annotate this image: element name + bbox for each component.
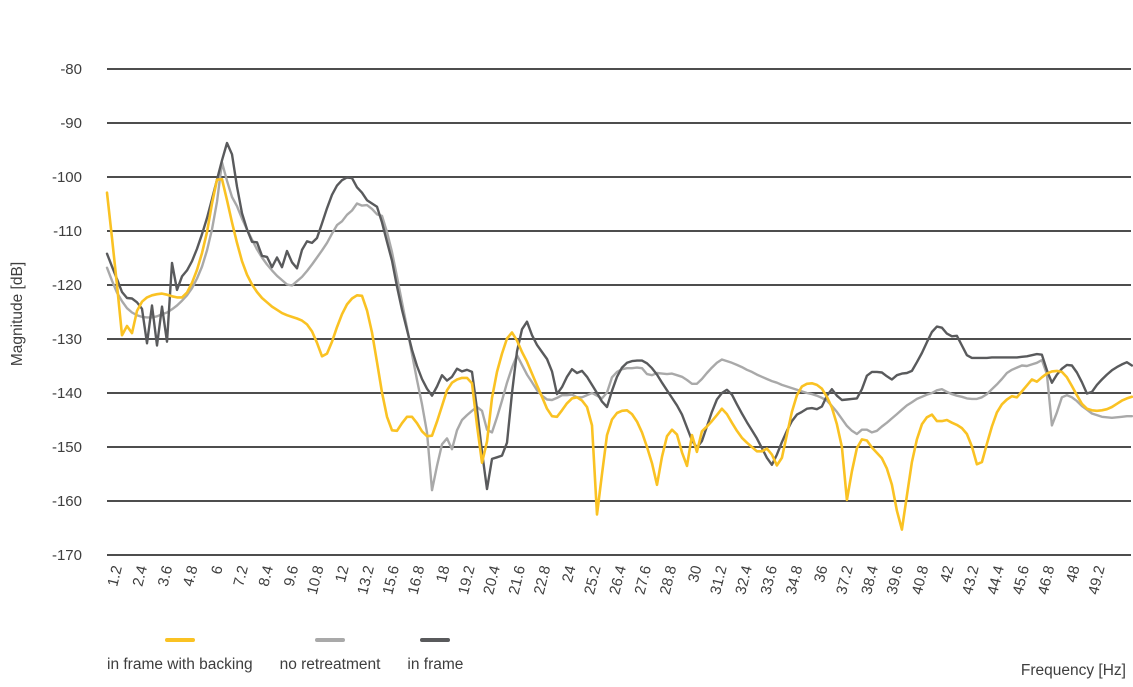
x-tick-label: 45.6 xyxy=(1010,564,1034,596)
x-tick-label: 24 xyxy=(559,564,580,584)
x-tick-label: 3.6 xyxy=(155,564,177,588)
x-tick-label: 6 xyxy=(208,564,227,576)
y-tick-label: -150 xyxy=(52,439,82,456)
x-tick-label: 38.4 xyxy=(858,564,882,596)
legend-swatch-icon xyxy=(420,638,451,642)
x-tick-label: 26.4 xyxy=(606,564,630,596)
x-tick-label: 37.2 xyxy=(833,564,857,596)
x-tick-label: 40.8 xyxy=(909,564,933,596)
x-tick-label: 27.6 xyxy=(632,564,656,596)
x-tick-label: 15.6 xyxy=(380,564,404,596)
legend-label: in frame xyxy=(407,656,464,673)
x-tick-label: 48 xyxy=(1063,564,1084,584)
x-tick-label: 19.2 xyxy=(455,564,479,596)
y-tick-label: -140 xyxy=(52,385,82,402)
x-tick-label: 13.2 xyxy=(354,564,378,596)
x-tick-label: 1.2 xyxy=(104,564,126,588)
y-tick-label: -100 xyxy=(52,169,82,186)
x-tick-label: 2.4 xyxy=(130,564,152,588)
x-tick-label: 34.8 xyxy=(783,564,807,596)
legend-swatch-icon xyxy=(315,638,345,642)
x-tick-label: 32.4 xyxy=(732,564,756,596)
x-tick-label: 36 xyxy=(811,564,832,584)
x-tick-label: 25.2 xyxy=(581,564,605,596)
legend: in frame with backing no retreatment in fr… xyxy=(107,638,463,674)
y-tick-label: -90 xyxy=(60,115,82,132)
y-tick-label: -160 xyxy=(52,493,82,510)
x-tick-label: 43.2 xyxy=(959,564,983,596)
x-tick-label: 18 xyxy=(433,564,454,584)
x-tick-label: 28.8 xyxy=(657,564,681,596)
y-tick-label: -120 xyxy=(52,277,82,294)
x-tick-label: 8.4 xyxy=(256,564,278,588)
x-tick-label: 44.4 xyxy=(984,564,1008,596)
y-axis-title: Magnitude [dB] xyxy=(9,261,26,367)
legend-label: in frame with backing xyxy=(107,656,253,673)
legend-swatch-icon xyxy=(164,638,195,642)
x-tick-label: 4.8 xyxy=(180,564,202,588)
series-line-in-frame-with-backing xyxy=(105,177,1133,531)
legend-item-no-retreatment: no retreatment xyxy=(279,638,381,674)
legend-item-in-frame: in frame xyxy=(407,638,463,674)
x-tick-label: 7.2 xyxy=(230,564,252,588)
y-tick-label: -110 xyxy=(53,223,82,240)
x-tick-label: 16.8 xyxy=(405,564,429,596)
x-tick-label: 9.6 xyxy=(281,564,303,588)
x-axis-title: Frequency [Hz] xyxy=(1020,662,1126,679)
x-tick-label: 30 xyxy=(685,564,706,584)
x-tick-label: 49.2 xyxy=(1085,564,1109,596)
legend-label: no retreatment xyxy=(279,656,381,673)
legend-item-in-frame-with-backing: in frame with backing xyxy=(107,638,253,674)
x-tick-label: 33.6 xyxy=(758,564,782,596)
x-tick-label: 21.6 xyxy=(506,564,530,596)
x-tick-label: 22.8 xyxy=(531,564,555,596)
series-line-in-frame xyxy=(105,141,1133,491)
y-tick-label: -170 xyxy=(52,547,82,564)
y-tick-label: -80 xyxy=(60,61,82,78)
x-tick-label: 31.2 xyxy=(707,564,731,596)
y-tick-label: -130 xyxy=(52,331,82,348)
series-line-no-retreatment xyxy=(105,161,1133,492)
x-tick-label: 46.8 xyxy=(1035,564,1059,596)
x-tick-label: 10.8 xyxy=(304,564,328,596)
x-tick-label: 20.4 xyxy=(480,564,504,596)
x-tick-label: 42 xyxy=(937,564,958,584)
x-tick-label: 39.6 xyxy=(884,564,908,596)
x-tick-label: 12 xyxy=(332,564,353,584)
